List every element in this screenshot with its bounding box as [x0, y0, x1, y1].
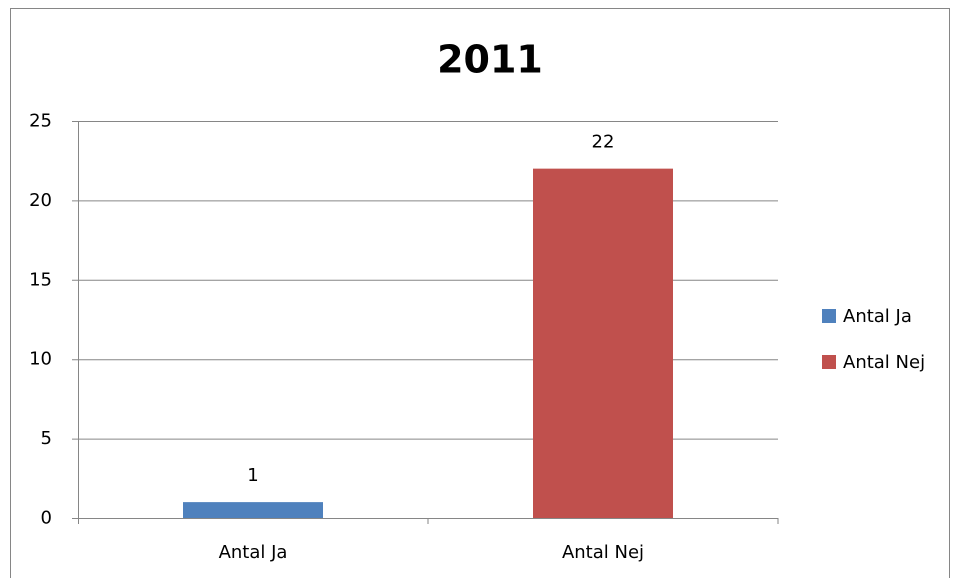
data-label: 1 [247, 465, 258, 486]
bar [183, 502, 323, 518]
chart-title: 2011 [437, 38, 543, 82]
y-tick-label: 15 [29, 269, 52, 290]
legend-swatch [822, 355, 836, 369]
y-tick-label: 0 [41, 508, 52, 529]
legend-swatch [822, 309, 836, 323]
y-tick-label: 20 [29, 190, 52, 211]
legend-label: Antal Nej [843, 352, 925, 373]
y-tick-label: 10 [29, 349, 52, 370]
bar [533, 168, 673, 518]
x-tick-label: Antal Nej [562, 542, 644, 563]
y-tick-label: 25 [29, 111, 52, 132]
legend-label: Antal Ja [843, 306, 912, 327]
data-label: 22 [592, 132, 615, 153]
x-tick-label: Antal Ja [219, 542, 288, 563]
y-tick-label: 5 [41, 428, 52, 449]
chart-frame [10, 8, 950, 578]
